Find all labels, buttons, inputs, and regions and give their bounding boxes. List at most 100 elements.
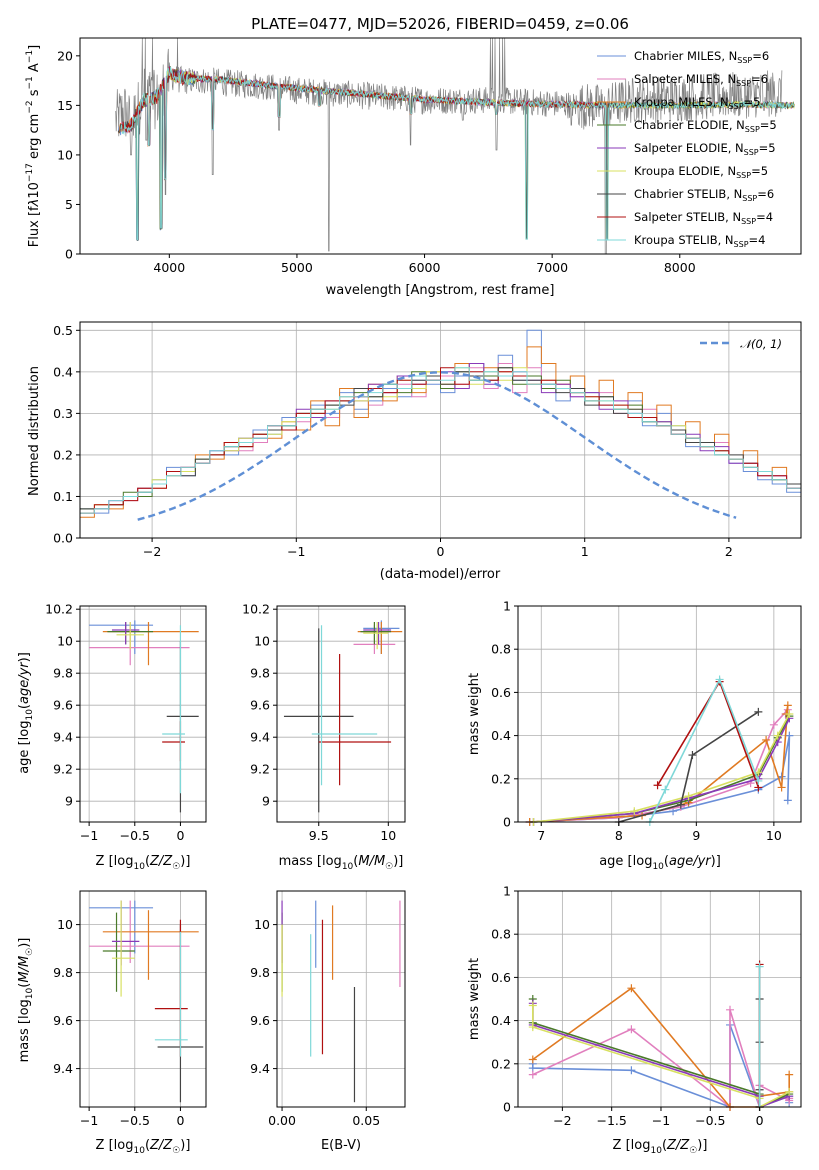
- age-vs-Z-ytick-label: 9: [65, 794, 73, 809]
- age-vs-mass-panel: 9.5 10 9 9.2 9.4 9.6 9.8 10 10.2: [242, 602, 406, 843]
- mass-vs-EBV-xtick-label: 0.05: [352, 1113, 380, 1128]
- weight-vs-age-panel: 7 8 9 10 0 0.2 0.4 0.6 0.8 1: [491, 599, 802, 843]
- legend-label: Salpeter ELODIE, NSSP=5: [634, 141, 776, 157]
- weight-vs-age-ylabel: mass weight: [467, 673, 482, 755]
- weight-vs-Z-xtick-label: −2: [553, 1113, 571, 1128]
- mass-vs-Z-xtick-label: 0: [176, 1113, 184, 1128]
- residual-ytick-label: 0.3: [53, 406, 73, 421]
- residual-xtick-label: 0: [437, 544, 445, 559]
- weight-vs-age-ytick-label: 0.2: [491, 771, 511, 786]
- weight-vs-age-point-marker: [754, 776, 763, 785]
- age-vs-Z-ytick-label: 10.2: [45, 602, 73, 617]
- age-vs-mass-ytick-label: 9.2: [250, 762, 270, 777]
- weight-vs-Z-ytick-label: 0.4: [491, 1013, 511, 1028]
- weight-vs-Z-point-marker: [528, 1001, 537, 1010]
- residual-ytick-label: 0.5: [53, 323, 73, 338]
- mass-vs-Z-xtick-label: −0.5: [120, 1113, 150, 1128]
- mass-vs-Z-xtick-label: −1: [80, 1113, 98, 1128]
- age-vs-mass-ytick-label: 10: [254, 634, 270, 649]
- mass-vs-EBV-ytick-label: 9.8: [250, 965, 270, 980]
- age-vs-Z-panel: −1 −0.5 0 9 9.2 9.4 9.6 9.8 10 10.2: [45, 602, 207, 843]
- age-vs-Z-ytick-label: 9.8: [53, 666, 73, 681]
- weight-vs-age-axes-frame: [517, 605, 802, 823]
- spectrum-xtick-label: 8000: [664, 260, 696, 275]
- weight-vs-age-point-marker: [684, 792, 693, 801]
- legend-label: Kroupa STELIB, NSSP=4: [634, 233, 765, 249]
- mass-vs-Z-axes-frame: [79, 890, 207, 1108]
- weight-vs-age-point-marker: [783, 701, 792, 710]
- weight-vs-Z-point-marker: [627, 1025, 636, 1034]
- weight-vs-age-series-line: [618, 711, 759, 823]
- age-vs-Z-ytick-label: 9.2: [53, 762, 73, 777]
- weight-vs-age-xtick-label: 10: [766, 828, 782, 843]
- mass-vs-EBV-xtick-label: 0.00: [268, 1113, 296, 1128]
- weight-vs-Z-ytick-label: 0.8: [491, 927, 511, 942]
- weight-vs-age-point-marker: [653, 781, 662, 790]
- mass-vs-Z-xlabel: Z [log10(Z/Z☉)]: [96, 1138, 191, 1156]
- weight-vs-Z-point-marker: [528, 1055, 537, 1064]
- weight-vs-age-ytick-label: 1: [503, 599, 511, 614]
- residual-ytick-label: 0.0: [53, 531, 73, 546]
- age-vs-Z-xtick-label: −1: [80, 828, 98, 843]
- weight-vs-Z-point-marker: [627, 984, 636, 993]
- residual-xlabel: (data-model)/error: [380, 567, 501, 582]
- age-vs-Z-xlabel: Z [log10(Z/Z☉)]: [96, 854, 191, 872]
- mass-vs-Z-ytick-label: 9.4: [53, 1061, 73, 1076]
- legend-label: Chabrier MILES, NSSP=6: [634, 49, 769, 65]
- legend-label: Kroupa MILES, NSSP=5: [634, 95, 760, 111]
- weight-vs-Z-xtick-label: −1.5: [596, 1113, 626, 1128]
- weight-vs-age-point-marker: [676, 800, 685, 809]
- residual-ytick-label: 0.2: [53, 447, 73, 462]
- weight-vs-Z-ytick-label: 0: [503, 1100, 511, 1115]
- age-vs-Z-xtick-label: −0.5: [120, 828, 150, 843]
- spectrum-xtick-label: 5000: [281, 260, 313, 275]
- mass-vs-EBV-ytick-label: 10: [254, 917, 270, 932]
- residual-histogram-step: [80, 367, 801, 514]
- mass-vs-EBV-xlabel: E(B-V): [321, 1138, 361, 1153]
- weight-vs-Z-ytick-label: 1: [503, 884, 511, 899]
- residual-ytick-label: 0.1: [53, 489, 73, 504]
- weight-vs-Z-xtick-label: −1: [652, 1113, 670, 1128]
- age-vs-Z-ytick-label: 10: [57, 634, 73, 649]
- gaussian-legend-label: 𝒩(0, 1): [740, 337, 782, 351]
- weight-vs-Z-xtick-label: 0: [756, 1113, 764, 1128]
- residual-xtick-label: −1: [287, 544, 305, 559]
- residual-xtick-label: −2: [143, 544, 161, 559]
- gaussian-curve: [137, 371, 737, 521]
- mass-vs-Z-ytick-label: 10: [57, 917, 73, 932]
- spectrum-ytick-label: 20: [57, 48, 73, 63]
- weight-vs-Z-ytick-label: 0.6: [491, 970, 511, 985]
- mass-vs-EBV-ytick-label: 9.6: [250, 1013, 270, 1028]
- weight-vs-Z-xtick-label: −0.5: [695, 1113, 725, 1128]
- weight-vs-age-point-marker: [762, 735, 771, 744]
- spectrum-xtick-label: 7000: [536, 260, 568, 275]
- weight-vs-age-point-marker: [777, 783, 786, 792]
- weight-vs-Z-panel: −2 −1.5 −1 −0.5 0 0 0.2 0.4 0.6 0.8 1: [491, 884, 802, 1128]
- residual-ylabel: Normed distribution: [27, 366, 42, 496]
- mass-vs-Z-ylabel: mass [log10(M/M☉)]: [17, 938, 35, 1063]
- weight-vs-age-ytick-label: 0.4: [491, 728, 511, 743]
- mass-vs-EBV-ytick-label: 9.4: [250, 1061, 270, 1076]
- spectrum-model-lines: [117, 65, 796, 242]
- spectrum-xlabel: wavelength [Angstrom, rest frame]: [326, 283, 555, 298]
- weight-vs-age-ytick-label: 0: [503, 815, 511, 830]
- age-vs-mass-ytick-label: 9.8: [250, 666, 270, 681]
- mass-vs-EBV-panel: 0.00 0.05 9.4 9.6 9.8 10: [250, 890, 406, 1128]
- weight-vs-age-point-marker: [785, 710, 794, 718]
- age-vs-Z-ylabel: age [log10(age/yr)]: [17, 652, 35, 774]
- weight-vs-age-point-marker: [688, 751, 697, 760]
- weight-vs-age-xtick-label: 9: [692, 828, 700, 843]
- spectrum-ytick-label: 15: [57, 98, 73, 113]
- spectrum-ytick-label: 5: [65, 197, 73, 212]
- legend-label: Chabrier STELIB, NSSP=6: [634, 187, 774, 203]
- weight-vs-age-xlabel: age [log10(age/yr)]: [599, 854, 721, 872]
- legend-label: Kroupa ELODIE, NSSP=5: [634, 164, 768, 180]
- residual-ytick-label: 0.4: [53, 364, 73, 379]
- weight-vs-Z-axes-frame: [517, 890, 802, 1108]
- legend-label: Salpeter MILES, NSSP=6: [634, 72, 768, 88]
- residual-xtick-label: 1: [581, 544, 589, 559]
- mass-vs-Z-panel: −1 −0.5 0 9.4 9.6 9.8 10: [53, 890, 207, 1128]
- weight-vs-age-series-line: [649, 677, 760, 823]
- weight-vs-age-point-marker: [769, 720, 778, 729]
